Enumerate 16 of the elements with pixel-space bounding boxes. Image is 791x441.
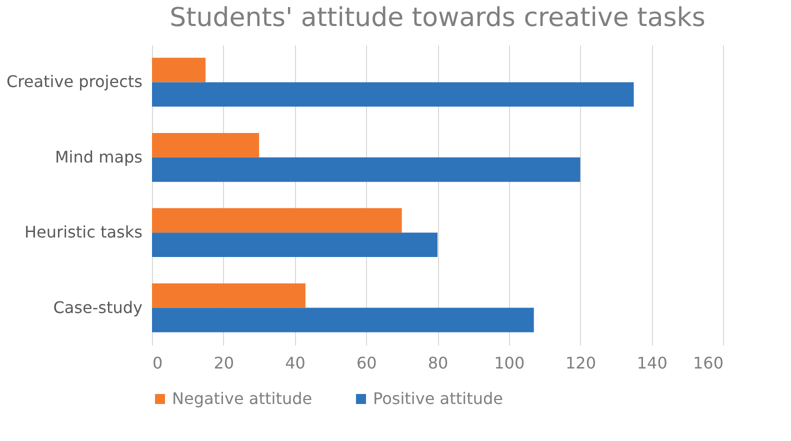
- y-tick-label: Heuristic tasks: [24, 222, 142, 242]
- x-tick-label: 140: [636, 354, 668, 372]
- x-tick-label: 120: [565, 354, 596, 372]
- x-tick-label: 80: [428, 354, 448, 372]
- legend-label: Positive attitude: [373, 389, 503, 408]
- x-tick-label: 160: [692, 354, 724, 372]
- y-tick-label: Creative projects: [6, 72, 142, 92]
- legend-label: Negative attitude: [172, 389, 312, 408]
- y-tick-label: Case-study: [53, 298, 142, 317]
- x-tick-label: 20: [214, 354, 234, 372]
- x-tick-label: 60: [356, 354, 377, 372]
- x-tick-label: 100: [494, 354, 525, 372]
- y-tick-label: Mind maps: [54, 147, 142, 166]
- chart-title: Students' attitude towards creative tasks: [170, 3, 706, 33]
- x-tick-label: 40: [285, 354, 306, 372]
- x-tick-label: 0: [152, 354, 163, 372]
